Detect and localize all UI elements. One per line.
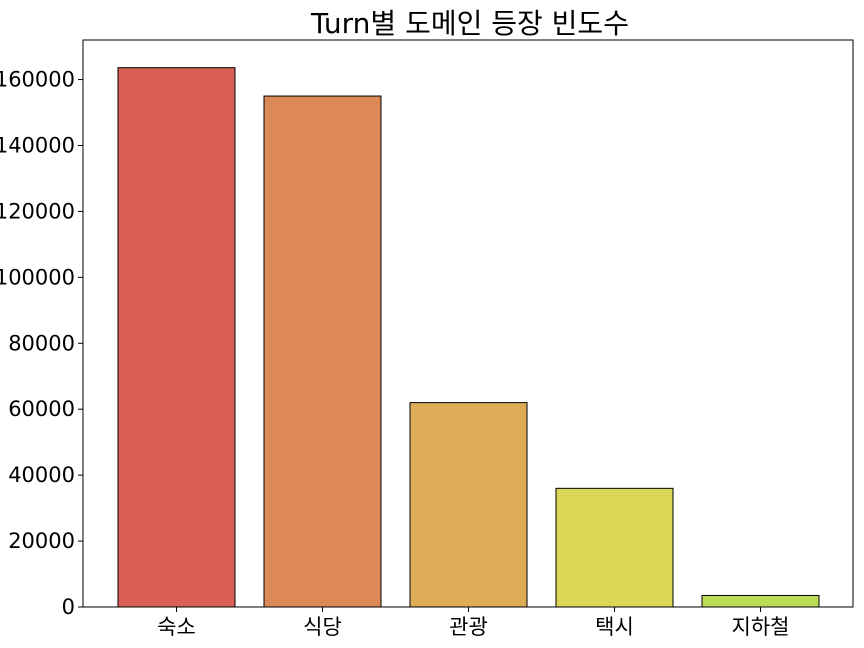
y-tick-label: 0 xyxy=(62,595,75,619)
y-tick-label: 140000 xyxy=(0,133,75,157)
y-tick-label: 40000 xyxy=(8,463,75,487)
y-tick-label: 120000 xyxy=(0,199,75,223)
x-tick-label: 관광 xyxy=(449,615,488,639)
axis-ticks: 숙소 식당 관광 택시 지하철 0 20000 40000 60000 80000 100000 12… xyxy=(0,68,789,639)
y-tick-label: 80000 xyxy=(8,331,75,355)
x-tick-label: 지하철 xyxy=(732,615,790,639)
y-tick-label: 160000 xyxy=(0,68,75,92)
chart-title: Turn별 도메인 등장 빈도수 xyxy=(310,7,629,40)
bar-5 xyxy=(701,594,820,608)
bars xyxy=(117,67,820,608)
bar-1 xyxy=(117,67,236,608)
x-tick-label: 숙소 xyxy=(157,615,196,639)
y-tick-label: 100000 xyxy=(0,265,75,289)
y-tick-label: 60000 xyxy=(8,397,75,421)
bar-4 xyxy=(555,487,674,608)
bar-2 xyxy=(263,95,382,608)
bar-3 xyxy=(409,402,528,608)
y-tick-label: 20000 xyxy=(8,529,75,553)
x-tick-label: 택시 xyxy=(595,615,634,639)
x-tick-label: 식당 xyxy=(303,615,342,639)
